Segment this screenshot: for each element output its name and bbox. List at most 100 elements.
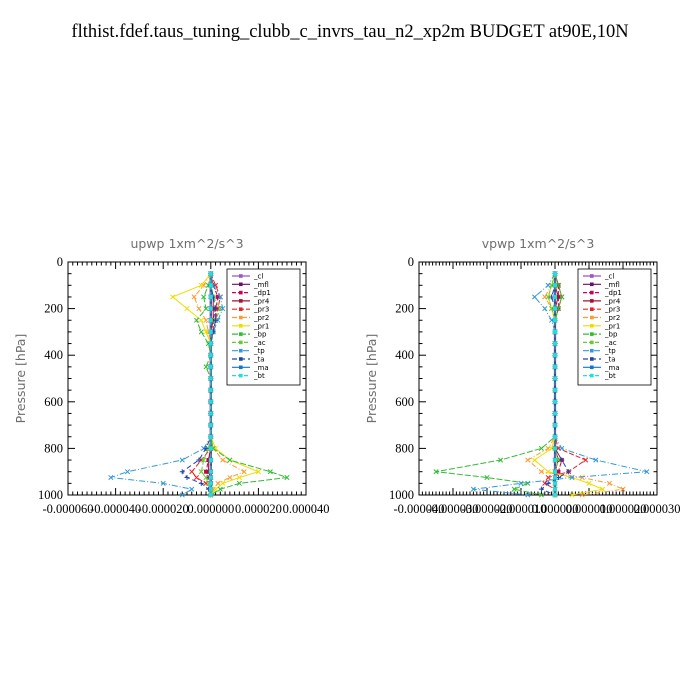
- data-point: [553, 458, 557, 463]
- legend-marker: [239, 274, 243, 278]
- data-point: [553, 376, 557, 381]
- legend-marker: [239, 307, 243, 311]
- data-point: [201, 457, 207, 463]
- x-tick-label: -0.000060: [42, 502, 93, 516]
- legend-marker: [239, 299, 243, 303]
- data-point: [644, 469, 650, 475]
- data-point: [179, 469, 185, 475]
- x-tick-label: 0.000000: [532, 502, 579, 516]
- data-point: [553, 329, 557, 334]
- legend-marker: [239, 373, 243, 378]
- data-point: [203, 445, 209, 451]
- data-point: [553, 487, 557, 492]
- legend-label: _ac: [253, 339, 266, 347]
- data-point: [208, 469, 213, 474]
- y-tick-label: 600: [44, 395, 63, 409]
- panel-title: upwp 1xm^2/s^3: [130, 236, 243, 251]
- data-point: [545, 282, 551, 288]
- data-point: [553, 283, 557, 288]
- legend-marker: [239, 282, 243, 287]
- data-point: [215, 294, 220, 299]
- data-point: [208, 341, 213, 346]
- data-point: [124, 469, 131, 475]
- data-point: [433, 469, 439, 475]
- data-point: [206, 475, 211, 480]
- data-point: [525, 480, 531, 486]
- y-tick-label: 600: [395, 395, 414, 409]
- legend-label: _pr1: [604, 322, 620, 330]
- data-point: [208, 329, 213, 334]
- data-point: [553, 493, 557, 497]
- legend: _cl_mfl_dp1_pr4_pr3_pr2_pr1_bp_ac_tp_ta_…: [577, 268, 652, 386]
- data-point: [196, 306, 202, 312]
- legend-label: _mfl: [604, 281, 620, 289]
- legend-marker: [590, 315, 594, 320]
- data-point: [189, 469, 195, 475]
- y-tick-label: 400: [44, 348, 63, 362]
- data-point: [198, 480, 204, 486]
- data-point: [208, 434, 213, 439]
- legend-label: _pr4: [253, 297, 270, 305]
- data-point: [179, 492, 185, 498]
- data-point: [284, 474, 290, 481]
- y-tick-label: 200: [395, 302, 414, 316]
- series-line: [191, 273, 221, 495]
- data-point: [208, 411, 213, 416]
- x-tick-label: 0.000030: [634, 502, 681, 516]
- data-point: [470, 486, 476, 492]
- legend-marker: [590, 324, 594, 328]
- data-point: [208, 493, 213, 497]
- data-point: [553, 341, 557, 346]
- data-point: [201, 294, 207, 300]
- data-point: [208, 353, 213, 358]
- legend-marker: [590, 274, 594, 278]
- data-point: [511, 486, 517, 492]
- legend-label: _pr1: [253, 322, 269, 330]
- data-point: [556, 469, 561, 474]
- legend-marker: [590, 365, 594, 370]
- data-point: [542, 306, 548, 312]
- legend-marker: [239, 324, 243, 328]
- data-point: [184, 306, 190, 312]
- y-tick-label: 400: [395, 348, 414, 362]
- data-point: [553, 481, 557, 486]
- data-point: [586, 480, 592, 486]
- data-point: [208, 283, 213, 288]
- x-tick-label: -0.000020: [138, 502, 189, 516]
- data-point: [215, 480, 221, 486]
- data-point: [532, 457, 538, 463]
- y-tick-label: 800: [44, 441, 63, 455]
- data-point: [203, 474, 209, 481]
- data-point: [208, 458, 213, 463]
- data-point: [553, 306, 557, 311]
- legend-marker: [239, 340, 243, 345]
- data-point: [198, 469, 204, 475]
- data-point: [553, 434, 557, 439]
- legend-marker: [590, 290, 594, 295]
- data-point: [189, 486, 195, 492]
- data-point: [160, 480, 166, 486]
- legend-label: _pr4: [604, 297, 621, 305]
- data-point: [545, 480, 551, 486]
- data-point: [545, 474, 551, 481]
- y-axis-label: Pressure [hPa]: [364, 334, 379, 424]
- data-point: [553, 271, 557, 276]
- data-point: [498, 457, 504, 463]
- data-point: [532, 294, 538, 300]
- data-point: [579, 474, 585, 481]
- legend-marker: [239, 365, 243, 370]
- x-tick-label: 0.000040: [283, 502, 330, 516]
- data-point: [208, 376, 213, 381]
- data-point: [208, 306, 213, 311]
- data-point: [213, 317, 219, 323]
- legend-marker: [239, 290, 243, 295]
- data-point: [203, 306, 209, 312]
- y-tick-label: 200: [44, 302, 63, 316]
- data-point: [208, 364, 213, 369]
- page-title: flthist.fdef.taus_tuning_clubb_c_invrs_t…: [71, 22, 629, 42]
- data-point: [213, 306, 219, 312]
- data-point: [220, 480, 226, 486]
- data-point: [538, 445, 544, 451]
- data-point: [203, 329, 209, 335]
- y-tick-label: 1000: [38, 488, 63, 502]
